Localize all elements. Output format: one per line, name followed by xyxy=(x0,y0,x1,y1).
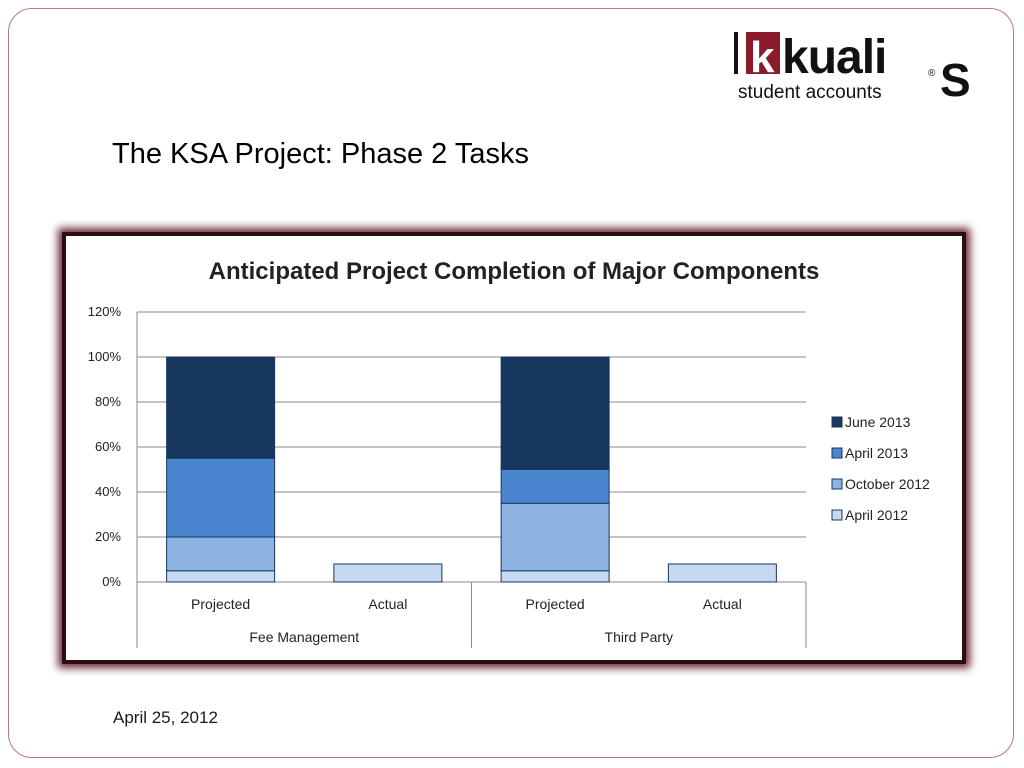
slide-frame xyxy=(8,8,1014,758)
legend-label: October 2012 xyxy=(845,476,930,492)
y-tick-label: 40% xyxy=(95,484,121,499)
slide-date: April 25, 2012 xyxy=(113,708,218,727)
logo-k: k xyxy=(750,33,775,82)
bar-segment xyxy=(500,356,610,470)
y-tick-label: 20% xyxy=(95,529,121,544)
bar-segment xyxy=(166,536,276,572)
logo-word: kuali xyxy=(782,31,886,84)
slide-title: The KSA Project: Phase 2 Tasks xyxy=(112,138,529,170)
logo-registered: ® xyxy=(928,68,936,79)
bar-segment xyxy=(667,563,777,583)
y-tick-label: 80% xyxy=(95,394,121,409)
legend-label: April 2013 xyxy=(845,445,908,461)
legend-label: April 2012 xyxy=(845,507,908,523)
x-category-label: Actual xyxy=(368,596,407,612)
y-tick-label: 60% xyxy=(95,439,121,454)
bar-chart: 0% 20% 40% 60% 80% 100% 120% Projected Actual Pro… xyxy=(88,304,930,648)
logo-monogram: S xyxy=(940,54,971,104)
legend-swatch xyxy=(831,416,843,428)
bar-segment xyxy=(166,356,276,459)
bar-segment xyxy=(500,570,610,583)
x-category-label: Actual xyxy=(703,596,742,612)
y-tick-label: 100% xyxy=(88,349,122,364)
chart-title: Anticipated Project Completion of Major … xyxy=(208,258,820,285)
legend-swatch xyxy=(831,447,843,459)
bar-segment xyxy=(166,457,276,538)
legend-swatch xyxy=(831,509,843,521)
bar-segment xyxy=(166,570,276,583)
y-tick-label: 120% xyxy=(88,304,122,319)
legend-swatch xyxy=(831,478,843,490)
bar-segment xyxy=(500,469,610,504)
logo-k-box xyxy=(746,32,780,74)
logo-bar xyxy=(734,32,738,74)
chart-frame: Anticipated Project Completion of Major … xyxy=(62,232,966,664)
x-category-label: Projected xyxy=(191,596,250,612)
y-tick-label: 0% xyxy=(102,574,121,589)
bar-segment xyxy=(333,563,443,583)
kuali-logo: k kuali ® student accounts S xyxy=(734,31,971,104)
x-group-label: Fee Management xyxy=(249,629,359,645)
x-group-label: Third Party xyxy=(605,629,673,645)
logo-tagline: student accounts xyxy=(738,82,882,103)
legend-label: June 2013 xyxy=(845,414,911,430)
x-category-label: Projected xyxy=(526,596,585,612)
bar-segment xyxy=(500,502,610,572)
